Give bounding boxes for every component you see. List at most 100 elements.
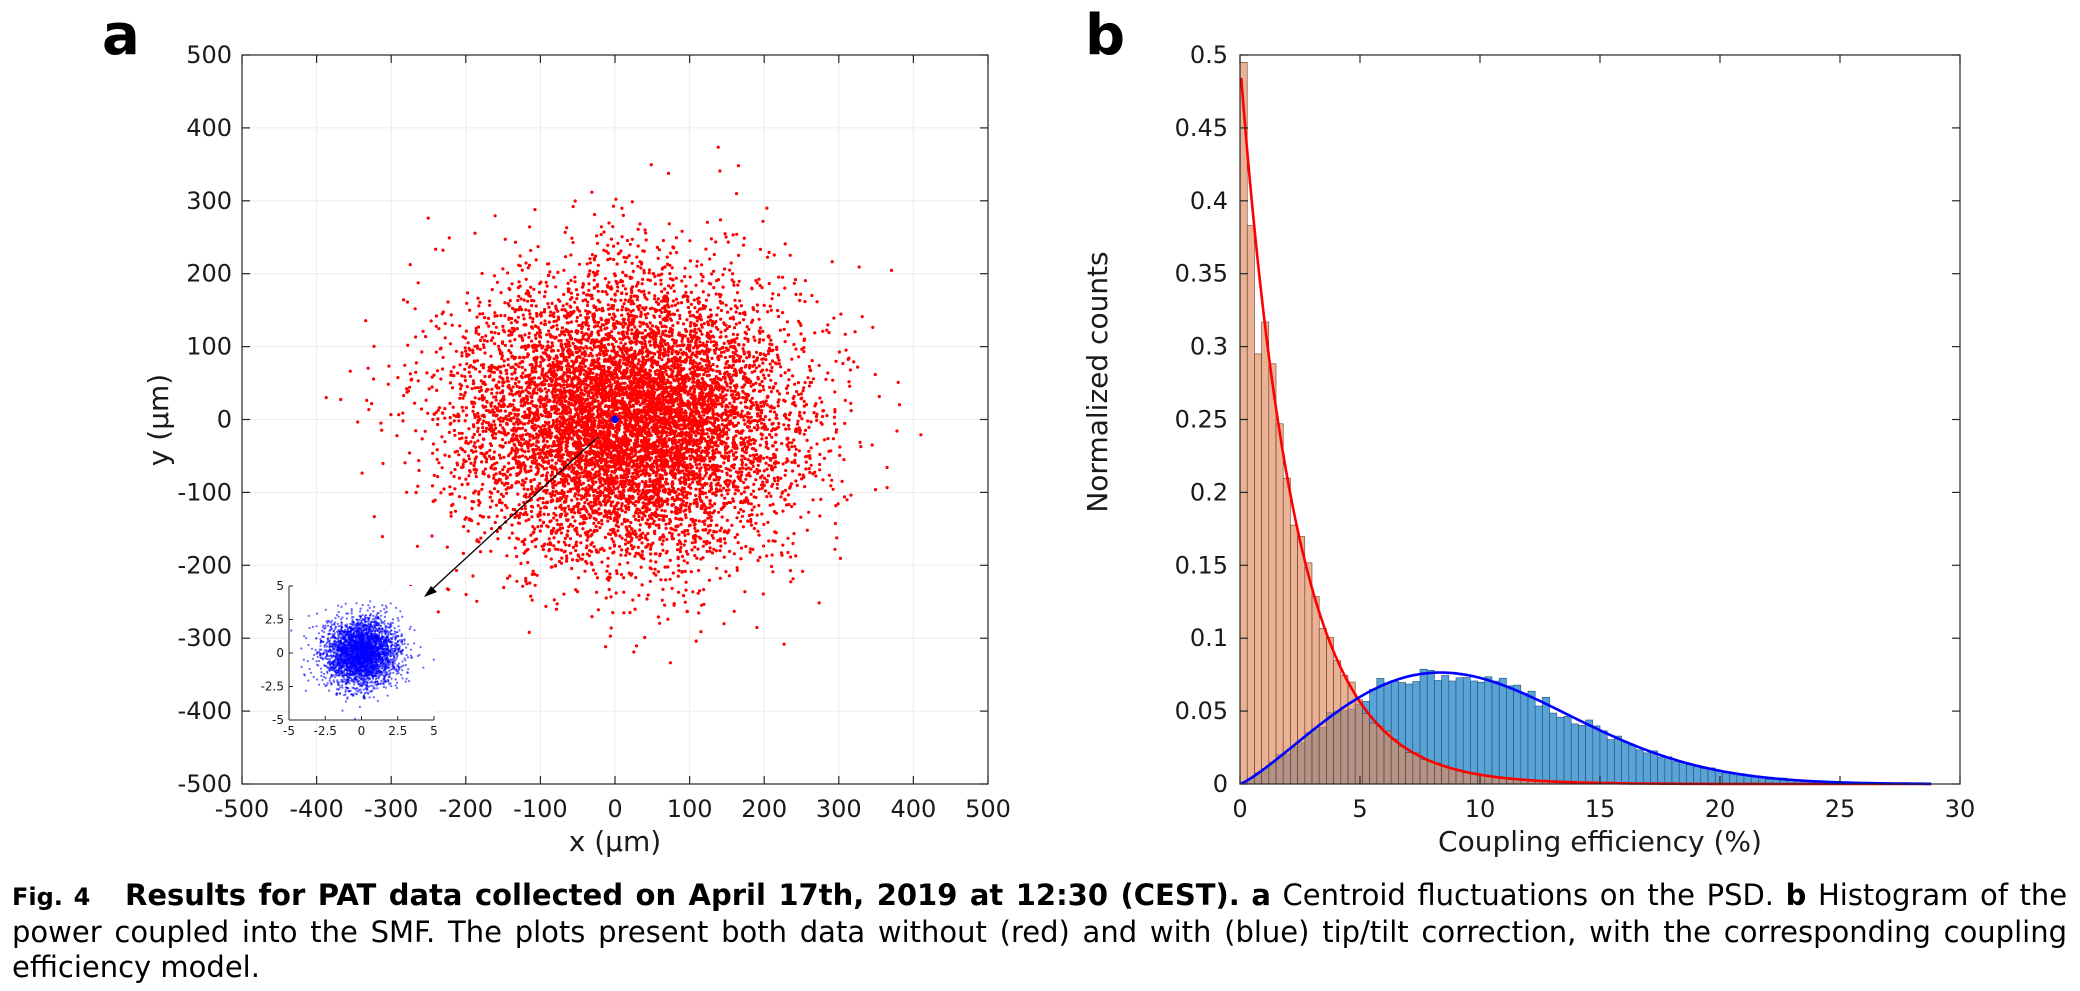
red-scatter-point: [766, 310, 770, 314]
red-scatter-point: [668, 367, 673, 371]
red-scatter-point: [542, 467, 546, 471]
red-scatter-point: [664, 578, 668, 582]
red-scatter-point: [762, 352, 766, 356]
red-scatter-point: [843, 332, 847, 336]
red-scatter-point: [743, 372, 747, 376]
red-scatter-point: [739, 492, 743, 496]
red-scatter-point: [652, 340, 657, 344]
red-scatter-point: [722, 555, 726, 559]
red-scatter-point: [576, 293, 580, 297]
red-scatter-point: [870, 443, 874, 447]
red-scatter-point: [457, 453, 461, 457]
red-scatter-point: [446, 300, 450, 304]
red-scatter-point: [570, 566, 574, 571]
red-scatter-point: [493, 342, 497, 346]
red-scatter-point: [750, 286, 754, 290]
red-scatter-point: [671, 441, 675, 445]
red-scatter-point: [597, 521, 601, 525]
red-scatter-point: [685, 298, 690, 302]
red-scatter-point: [538, 451, 543, 456]
red-scatter-point: [575, 412, 579, 416]
red-scatter-point: [516, 298, 520, 303]
red-scatter-point: [473, 460, 477, 464]
red-scatter-point: [464, 516, 468, 520]
red-scatter-point: [673, 303, 678, 307]
red-scatter-point: [646, 518, 650, 522]
red-scatter-point: [469, 461, 473, 465]
red-scatter-point: [696, 300, 700, 304]
red-scatter-point: [624, 525, 628, 529]
red-scatter-point: [544, 506, 549, 510]
red-scatter-point: [768, 362, 772, 366]
red-scatter-point: [563, 342, 568, 346]
red-scatter-point: [724, 335, 728, 339]
red-scatter-point: [634, 644, 639, 648]
red-scatter-point: [562, 386, 566, 390]
red-scatter-point: [789, 580, 793, 584]
red-scatter-point: [688, 333, 693, 337]
red-scatter-point: [685, 318, 689, 322]
red-scatter-point: [831, 437, 836, 441]
red-scatter-point: [677, 569, 681, 573]
red-scatter-point: [622, 302, 626, 306]
red-scatter-point: [599, 232, 603, 237]
red-scatter-point: [483, 467, 487, 471]
red-scatter-point: [467, 474, 471, 478]
red-scatter-point: [731, 315, 735, 319]
red-scatter-point: [567, 525, 571, 529]
red-scatter-point: [540, 383, 545, 387]
red-scatter-point: [472, 432, 476, 437]
red-scatter-point: [643, 482, 647, 486]
red-scatter-point: [665, 334, 669, 338]
red-scatter-point: [727, 528, 731, 532]
red-scatter-point: [753, 418, 757, 423]
red-scatter-point: [633, 325, 637, 329]
red-scatter-point: [462, 525, 466, 529]
red-scatter-point: [817, 601, 821, 605]
red-scatter-point: [714, 325, 718, 329]
red-scatter-point: [794, 479, 798, 483]
red-scatter-point: [792, 342, 796, 347]
red-scatter-point: [449, 313, 453, 317]
red-scatter-point: [740, 409, 744, 413]
red-scatter-point: [700, 349, 705, 353]
red-scatter-point: [658, 537, 662, 542]
red-scatter-point: [455, 461, 459, 465]
red-scatter-point: [636, 280, 640, 285]
red-scatter-point: [670, 304, 674, 308]
red-scatter-point: [821, 329, 825, 333]
red-scatter-point: [662, 535, 666, 539]
red-scatter-point: [616, 529, 620, 533]
red-scatter-point: [745, 356, 749, 360]
red-scatter-point: [679, 363, 683, 367]
red-scatter-point: [458, 396, 462, 400]
red-scatter-point: [521, 478, 525, 482]
red-scatter-point: [611, 225, 615, 229]
red-scatter-point: [520, 268, 524, 272]
red-scatter-point: [545, 439, 549, 444]
red-scatter-point: [752, 363, 756, 367]
red-scatter-point: [745, 325, 749, 329]
red-scatter-point: [747, 366, 752, 370]
red-scatter-point: [780, 441, 784, 446]
red-scatter-point: [508, 473, 512, 477]
red-scatter-point: [690, 541, 694, 545]
red-scatter-point: [770, 365, 774, 370]
red-scatter-point: [742, 318, 746, 322]
red-scatter-point: [528, 386, 532, 390]
red-scatter-point: [554, 506, 558, 510]
red-scatter-point: [497, 453, 502, 457]
red-scatter-point: [616, 241, 620, 245]
red-scatter-point: [536, 446, 541, 450]
red-scatter-point: [389, 413, 393, 417]
red-scatter-point: [688, 367, 692, 371]
red-scatter-point: [676, 564, 681, 568]
red-scatter-point: [701, 544, 705, 548]
red-scatter-point: [522, 542, 526, 547]
red-scatter-point: [637, 489, 641, 493]
red-scatter-point: [611, 307, 615, 311]
red-scatter-point: [473, 441, 477, 445]
red-scatter-point: [536, 245, 540, 249]
red-scatter-point: [757, 364, 761, 368]
red-scatter-point: [607, 312, 612, 316]
